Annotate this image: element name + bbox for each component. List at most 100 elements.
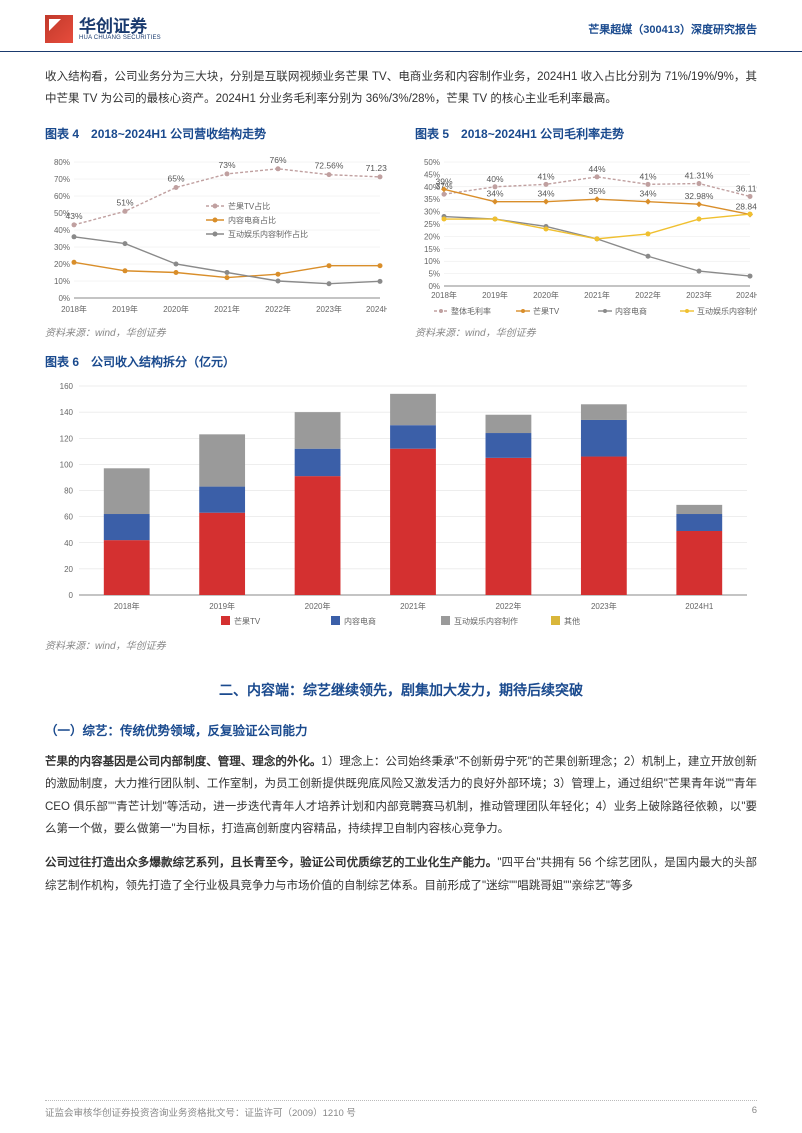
svg-text:2019年: 2019年 bbox=[482, 290, 508, 300]
svg-text:35%: 35% bbox=[424, 195, 440, 204]
chart6-title: 图表 6 公司收入结构拆分（亿元） bbox=[45, 353, 757, 370]
svg-text:40%: 40% bbox=[54, 226, 70, 235]
chart5-col: 图表 5 2018~2024H1 公司毛利率走势 0%5%10%15%20%25… bbox=[415, 125, 757, 339]
svg-text:2023年: 2023年 bbox=[316, 304, 342, 314]
chart5-prefix: 图表 5 bbox=[415, 127, 449, 141]
svg-text:41%: 41% bbox=[639, 171, 656, 181]
chart4-box: 0%10%20%30%40%50%60%70%80%2018年2019年2020… bbox=[45, 148, 387, 318]
svg-text:2021年: 2021年 bbox=[214, 304, 240, 314]
svg-text:内容电商: 内容电商 bbox=[344, 616, 376, 626]
chart4-title-text: 2018~2024H1 公司营收结构走势 bbox=[91, 127, 266, 141]
svg-text:芒果TV: 芒果TV bbox=[533, 306, 560, 316]
svg-text:44%: 44% bbox=[588, 164, 605, 174]
svg-text:25%: 25% bbox=[424, 220, 440, 229]
chart6-title-text: 公司收入结构拆分（亿元） bbox=[91, 355, 235, 369]
para2-bold: 公司过往打造出众多爆款综艺系列，且长青至今，验证公司优质综艺的工业化生产能力。 bbox=[45, 857, 497, 869]
svg-text:39%: 39% bbox=[435, 176, 452, 186]
svg-text:41%: 41% bbox=[537, 171, 554, 181]
svg-text:160: 160 bbox=[60, 382, 74, 391]
svg-text:2024H1: 2024H1 bbox=[366, 305, 387, 314]
logo-icon bbox=[45, 15, 73, 43]
logo: 华创证券 HUA CHUANG SECURITIES bbox=[45, 15, 161, 43]
svg-text:34%: 34% bbox=[537, 188, 554, 198]
svg-text:2019年: 2019年 bbox=[209, 601, 235, 611]
svg-text:2022年: 2022年 bbox=[635, 290, 661, 300]
svg-text:76%: 76% bbox=[269, 154, 286, 164]
svg-text:0%: 0% bbox=[58, 294, 70, 303]
svg-text:0%: 0% bbox=[428, 282, 440, 291]
svg-text:整体毛利率: 整体毛利率 bbox=[451, 306, 491, 316]
svg-text:2023年: 2023年 bbox=[686, 290, 712, 300]
svg-text:2019年: 2019年 bbox=[112, 304, 138, 314]
logo-text-en: HUA CHUANG SECURITIES bbox=[79, 35, 161, 41]
page-header: 华创证券 HUA CHUANG SECURITIES 芒果超媒（300413）深… bbox=[0, 0, 802, 52]
section2-heading: 二、内容端：综艺继续领先，剧集加大发力，期待后续突破 bbox=[45, 680, 757, 700]
svg-text:60: 60 bbox=[64, 512, 73, 521]
svg-text:73%: 73% bbox=[218, 160, 235, 170]
svg-text:2022年: 2022年 bbox=[496, 601, 522, 611]
body-para-1: 芒果的内容基因是公司内部制度、管理、理念的外化。1）理念上：公司始终秉承"不创新… bbox=[45, 751, 757, 841]
doc-title: 芒果超媒（300413）深度研究报告 bbox=[588, 21, 757, 37]
para1-bold: 芒果的内容基因是公司内部制度、管理、理念的外化。 bbox=[45, 756, 321, 768]
svg-text:互动娱乐内容制作: 互动娱乐内容制作 bbox=[454, 616, 518, 626]
svg-text:2018年: 2018年 bbox=[114, 601, 140, 611]
svg-text:43%: 43% bbox=[65, 211, 82, 221]
svg-text:2024H1: 2024H1 bbox=[685, 602, 714, 611]
svg-text:2022年: 2022年 bbox=[265, 304, 291, 314]
svg-text:芒果TV占比: 芒果TV占比 bbox=[228, 201, 270, 211]
svg-text:71.23%: 71.23% bbox=[366, 163, 387, 173]
chart-row-1: 图表 4 2018~2024H1 公司营收结构走势 0% 10% 20% 30% 40%… bbox=[45, 125, 757, 339]
page-footer: 证监会审核华创证券投资咨询业务资格批文号：证监许可（2009）1210 号 6 bbox=[45, 1100, 757, 1119]
svg-text:2021年: 2021年 bbox=[400, 601, 426, 611]
body-para-2: 公司过往打造出众多爆款综艺系列，且长青至今，验证公司优质综艺的工业化生产能力。"… bbox=[45, 852, 757, 897]
chart6-source: 资料来源：wind，华创证券 bbox=[45, 637, 757, 652]
svg-text:互动娱乐内容制作占比: 互动娱乐内容制作占比 bbox=[228, 229, 308, 239]
svg-text:2024H1: 2024H1 bbox=[736, 291, 757, 300]
svg-text:72.56%: 72.56% bbox=[315, 160, 344, 170]
svg-text:2020年: 2020年 bbox=[163, 304, 189, 314]
svg-text:100: 100 bbox=[60, 460, 74, 469]
chart4-prefix: 图表 4 bbox=[45, 127, 79, 141]
page-number: 6 bbox=[752, 1105, 757, 1119]
subsection1-heading: （一）综艺：传统优势领域，反复验证公司能力 bbox=[45, 720, 757, 739]
svg-text:其他: 其他 bbox=[564, 616, 580, 626]
chart4-title: 图表 4 2018~2024H1 公司营收结构走势 bbox=[45, 125, 387, 142]
chart6-section: 图表 6 公司收入结构拆分（亿元） 0204060801001201401602… bbox=[45, 353, 757, 652]
svg-text:2020年: 2020年 bbox=[533, 290, 559, 300]
svg-text:互动娱乐内容制作: 互动娱乐内容制作 bbox=[697, 306, 757, 316]
svg-text:20%: 20% bbox=[54, 260, 70, 269]
svg-text:2021年: 2021年 bbox=[584, 290, 610, 300]
svg-text:80: 80 bbox=[64, 486, 73, 495]
svg-text:80%: 80% bbox=[54, 158, 70, 167]
chart5-box: 0%5%10%15%20%25%30%35%40%45%50%2018年2019… bbox=[415, 148, 757, 318]
svg-text:2018年: 2018年 bbox=[431, 290, 457, 300]
svg-text:34%: 34% bbox=[639, 188, 656, 198]
chart6-prefix: 图表 6 bbox=[45, 355, 79, 369]
svg-text:120: 120 bbox=[60, 434, 74, 443]
logo-text-cn: 华创证券 bbox=[79, 18, 161, 35]
svg-text:36.11%: 36.11% bbox=[736, 183, 757, 193]
svg-text:60%: 60% bbox=[54, 192, 70, 201]
intro-paragraph: 收入结构看，公司业务分为三大块，分别是互联网视频业务芒果 TV、电商业务和内容制… bbox=[45, 67, 757, 111]
svg-text:30%: 30% bbox=[54, 243, 70, 252]
svg-text:2018年: 2018年 bbox=[61, 304, 87, 314]
chart4-col: 图表 4 2018~2024H1 公司营收结构走势 0%10%20%30%40%… bbox=[45, 125, 387, 339]
chart4-source: 资料来源：wind，华创证券 bbox=[45, 324, 387, 339]
svg-text:50%: 50% bbox=[424, 158, 440, 167]
chart5-source: 资料来源：wind，华创证券 bbox=[415, 324, 757, 339]
chart6-box: 0204060801001201401602018年2019年2020年2021… bbox=[45, 376, 757, 631]
svg-text:51%: 51% bbox=[116, 197, 133, 207]
svg-text:40%: 40% bbox=[486, 173, 503, 183]
svg-text:34%: 34% bbox=[486, 188, 503, 198]
svg-text:70%: 70% bbox=[54, 175, 70, 184]
svg-text:2023年: 2023年 bbox=[591, 601, 617, 611]
svg-text:28.84%: 28.84% bbox=[736, 201, 757, 211]
svg-text:内容电商占比: 内容电商占比 bbox=[228, 215, 276, 225]
svg-text:41.31%: 41.31% bbox=[685, 170, 714, 180]
svg-text:芒果TV: 芒果TV bbox=[234, 616, 261, 626]
svg-text:10%: 10% bbox=[424, 257, 440, 266]
svg-text:5%: 5% bbox=[428, 269, 440, 278]
svg-text:20%: 20% bbox=[424, 232, 440, 241]
svg-text:35%: 35% bbox=[588, 186, 605, 196]
svg-text:2020年: 2020年 bbox=[305, 601, 331, 611]
